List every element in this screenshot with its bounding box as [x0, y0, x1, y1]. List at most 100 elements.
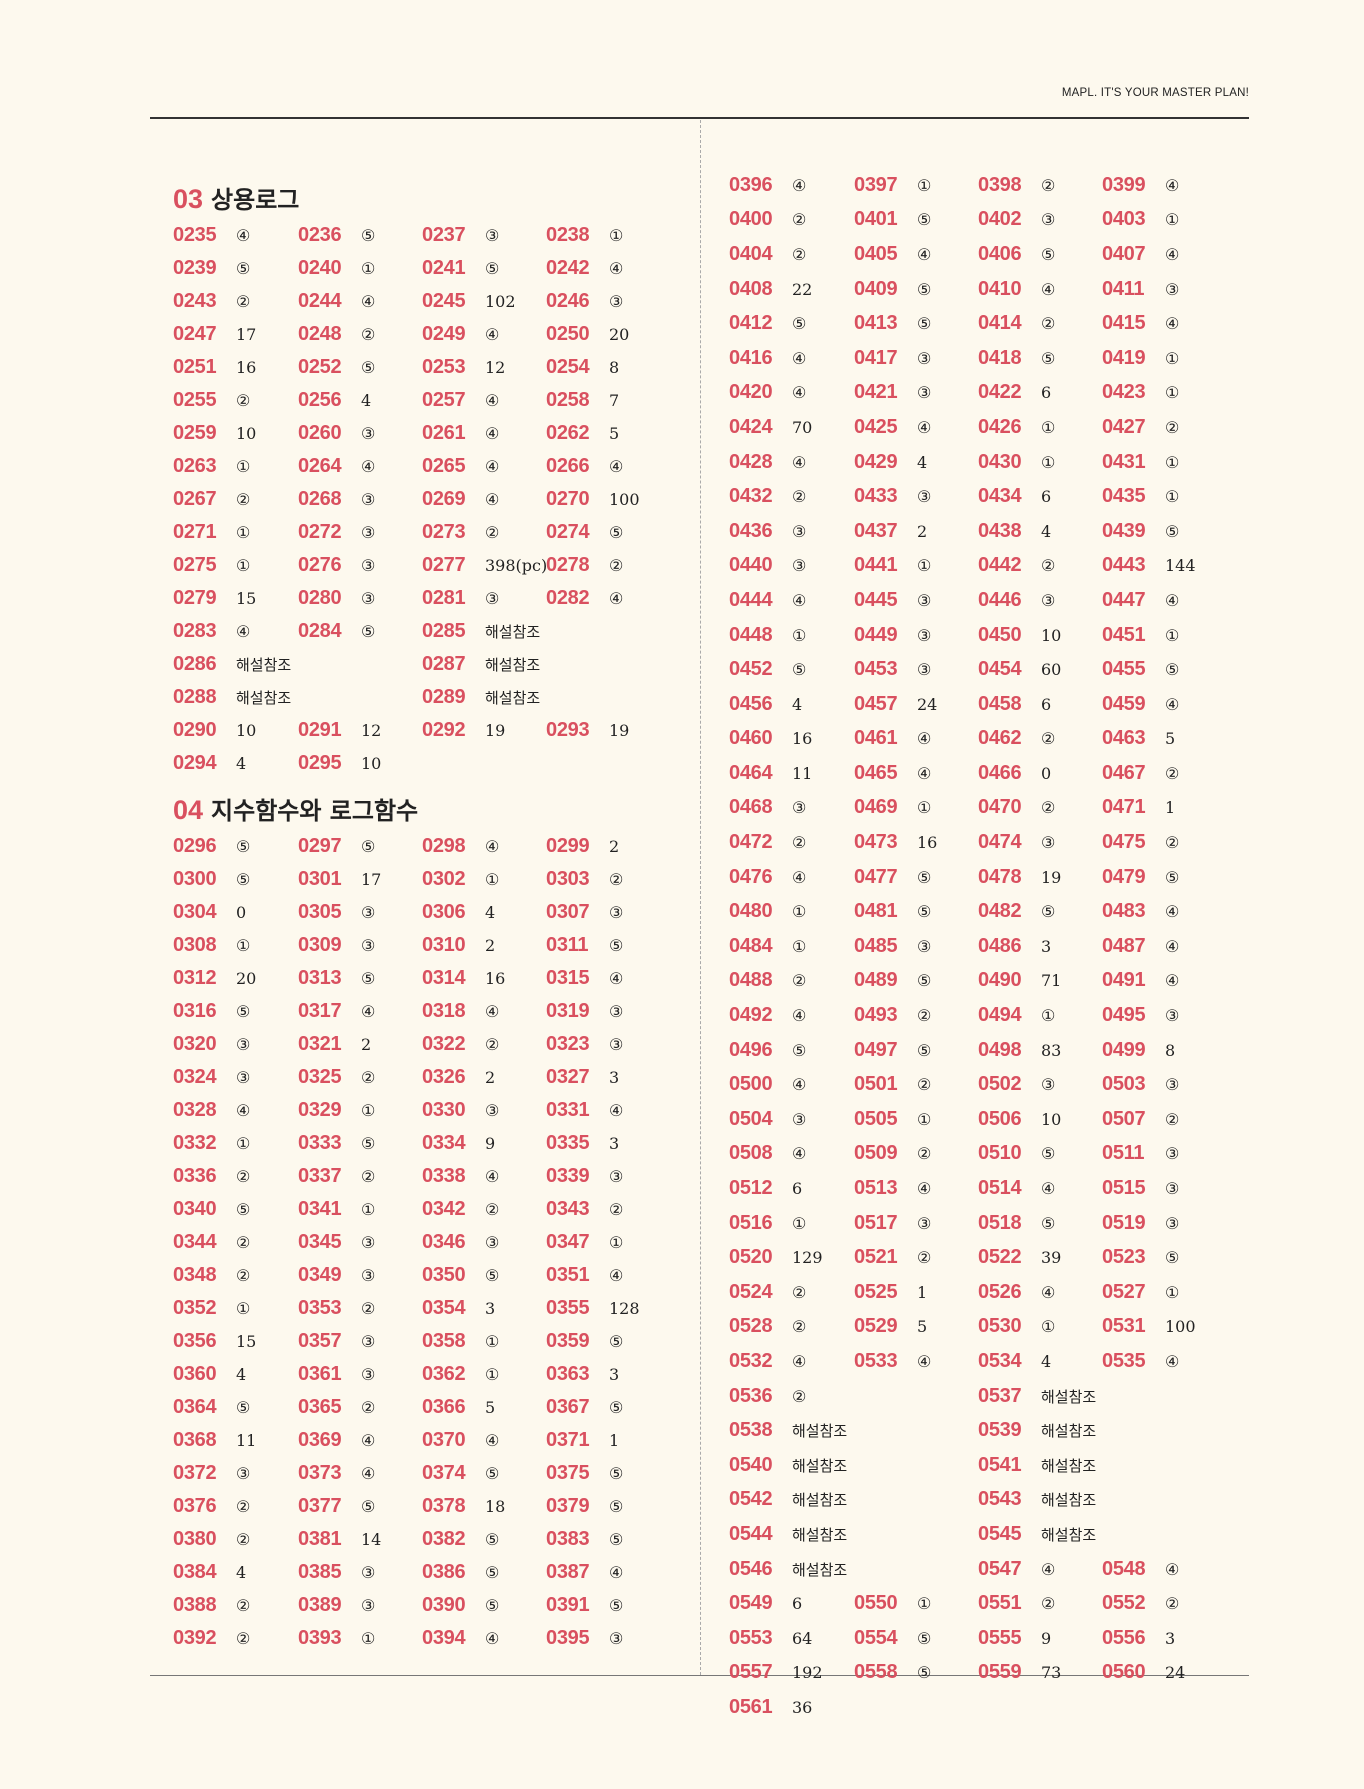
answer-value: ⑤: [609, 1596, 624, 1615]
answer-entry: 0368 11: [173, 1424, 256, 1457]
answer-grid-03: 0235 ④ 0236 ⑤ 0237 ③ 0238 ① 0239 ⑤ 0240 ① 0241 ⑤ 0242 ④…: [173, 219, 640, 780]
answer-value: ②: [792, 487, 807, 507]
question-number: 0457: [854, 692, 898, 715]
answer-value: ③: [609, 292, 624, 311]
answer-value: 10: [361, 754, 382, 773]
answer-entry: 0398 ②: [978, 168, 1055, 203]
answer-value: ①: [917, 556, 932, 576]
question-number: 0384: [173, 1561, 217, 1583]
answer-entry: 0448 ①: [729, 618, 806, 653]
answer-entry: 0273 ②: [422, 516, 499, 549]
question-number: 0274: [546, 521, 590, 543]
answer-value: 60: [1041, 660, 1062, 680]
answer-value: ④: [485, 1167, 500, 1186]
answer-value: ①: [1165, 348, 1180, 368]
answer-value: 4: [1041, 521, 1052, 541]
answer-row: 0312 20 0313 ⑤ 0314 16 0315 ④: [173, 962, 623, 995]
answer-value: 16: [792, 729, 813, 749]
question-number: 0538: [729, 1419, 773, 1442]
question-number: 0531: [1102, 1315, 1146, 1338]
answer-value: ④: [792, 1144, 807, 1164]
answer-entry: 0403 ①: [1102, 203, 1179, 238]
question-number: 0365: [298, 1396, 342, 1418]
answer-entry: 0521 ②: [854, 1240, 931, 1275]
answer-value: ②: [236, 1497, 251, 1516]
question-number: 0330: [422, 1099, 466, 1121]
answer-entry: 0427 ②: [1102, 410, 1179, 445]
question-number: 0557: [729, 1661, 773, 1684]
answer-entry: 0461 ④: [854, 722, 931, 757]
question-number: 0240: [298, 257, 342, 279]
answer-entry: 0254 8: [546, 351, 619, 384]
answer-entry: 0281 ③: [422, 582, 499, 615]
question-number: 0417: [854, 346, 898, 369]
question-number: 0352: [173, 1297, 217, 1319]
question-number: 0545: [978, 1522, 1022, 1545]
question-number: 0474: [978, 831, 1022, 854]
answer-entry: 0406 ⑤: [978, 237, 1055, 272]
question-number: 0524: [729, 1280, 773, 1303]
answer-value: ③: [485, 1233, 500, 1252]
question-number: 0327: [546, 1066, 590, 1088]
answer-value: ⑤: [917, 971, 932, 991]
answer-entry: 0523 ⑤: [1102, 1240, 1179, 1275]
answer-value: 100: [1165, 1317, 1196, 1337]
question-number: 0267: [173, 488, 217, 510]
question-number: 0390: [422, 1594, 466, 1616]
question-number: 0408: [729, 277, 773, 300]
answer-value: ②: [1041, 175, 1056, 195]
answer-entry: 0408 22: [729, 272, 812, 307]
answer-value: 6: [792, 1179, 803, 1199]
answer-entry: 0504 ③: [729, 1102, 806, 1137]
question-number: 0395: [546, 1627, 590, 1649]
question-number: 0385: [298, 1561, 342, 1583]
answer-value: 3: [1041, 936, 1052, 956]
answer-value: 6: [1041, 383, 1052, 403]
answer-row: 0288 해설참조 0289 해설참조: [173, 681, 540, 714]
answer-value: ①: [236, 556, 251, 575]
answer-value: ④: [792, 1006, 807, 1026]
answer-value: ⑤: [609, 1332, 624, 1351]
answer-entry: 0396 ④: [729, 168, 806, 203]
question-number: 0426: [978, 415, 1022, 438]
question-number: 0558: [854, 1661, 898, 1684]
question-number: 0560: [1102, 1661, 1146, 1684]
question-number: 0319: [546, 1000, 590, 1022]
answer-value: ⑤: [485, 259, 500, 278]
question-number: 0243: [173, 290, 217, 312]
answer-entry: 0551 ②: [978, 1586, 1055, 1621]
answer-entry: 0449 ③: [854, 618, 931, 653]
answer-value: ④: [485, 1431, 500, 1450]
answer-value: ⑤: [361, 1134, 376, 1153]
answer-entry: 0453 ③: [854, 652, 931, 687]
answer-value: ②: [485, 523, 500, 542]
question-number: 0291: [298, 719, 342, 741]
question-number: 0540: [729, 1453, 773, 1476]
question-number: 0456: [729, 692, 773, 715]
answer-value: ③: [485, 589, 500, 608]
question-number: 0356: [173, 1330, 217, 1352]
answer-entry: 0431 ①: [1102, 445, 1179, 480]
question-number: 0502: [978, 1073, 1022, 1096]
answer-value: 16: [485, 969, 506, 988]
question-number: 0382: [422, 1528, 466, 1550]
question-number: 0304: [173, 901, 217, 923]
answer-value: ④: [609, 589, 624, 608]
answer-value: ④: [792, 1351, 807, 1371]
answer-entry: 0331 ④: [546, 1094, 623, 1127]
answer-value: ③: [1165, 1179, 1180, 1199]
answer-value: ④: [485, 1629, 500, 1648]
question-number: 0272: [298, 521, 342, 543]
answer-entry: 0309 ③: [298, 929, 375, 962]
answer-row: 0259 10 0260 ③ 0261 ④ 0262 5: [173, 417, 619, 450]
answer-value: ④: [1165, 590, 1180, 610]
question-number: 0305: [298, 901, 342, 923]
answer-entry: 0525 1: [854, 1275, 927, 1310]
question-number: 0487: [1102, 934, 1146, 957]
answer-value: ④: [1165, 244, 1180, 264]
answer-value: 15: [236, 1332, 257, 1351]
answer-value: ①: [1165, 1282, 1180, 1302]
answer-value: ④: [1041, 1282, 1056, 1302]
answer-row: 0308 ① 0309 ③ 0310 2 0311 ⑤: [173, 929, 623, 962]
question-number: 0257: [422, 389, 466, 411]
